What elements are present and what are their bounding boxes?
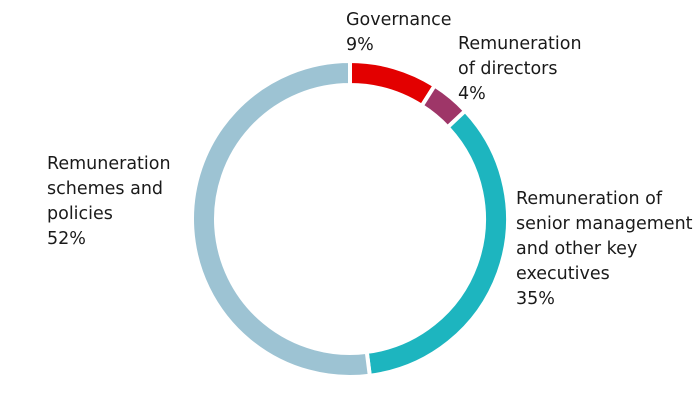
slice-label: senior management [516,214,693,234]
slice-label: policies [47,204,113,224]
slice-label: schemes and [47,179,164,199]
donut-slice-0 [348,58,438,109]
donut-slice-3 [190,58,373,379]
slice-label: Governance [346,10,452,30]
slice-label: Remuneration of [516,189,663,209]
label-remuneration-of-directors: Remuneration of directors 4% [458,32,582,107]
slice-label: Remuneration [47,154,171,174]
slice-label: Remuneration [458,34,582,54]
label-senior-management: Remuneration of senior management and ot… [516,187,693,312]
slice-label: of directors [458,59,558,79]
slice-label: executives [516,264,610,284]
slice-value: 35% [516,289,555,309]
slice-value: 9% [346,35,374,55]
label-remuneration-schemes: Remuneration schemes and policies 52% [47,152,171,252]
slice-value: 4% [458,84,486,104]
slice-value: 52% [47,229,86,249]
label-governance: Governance 9% [346,8,452,58]
slice-label: and other key [516,239,638,259]
donut-slice-2 [364,108,510,378]
